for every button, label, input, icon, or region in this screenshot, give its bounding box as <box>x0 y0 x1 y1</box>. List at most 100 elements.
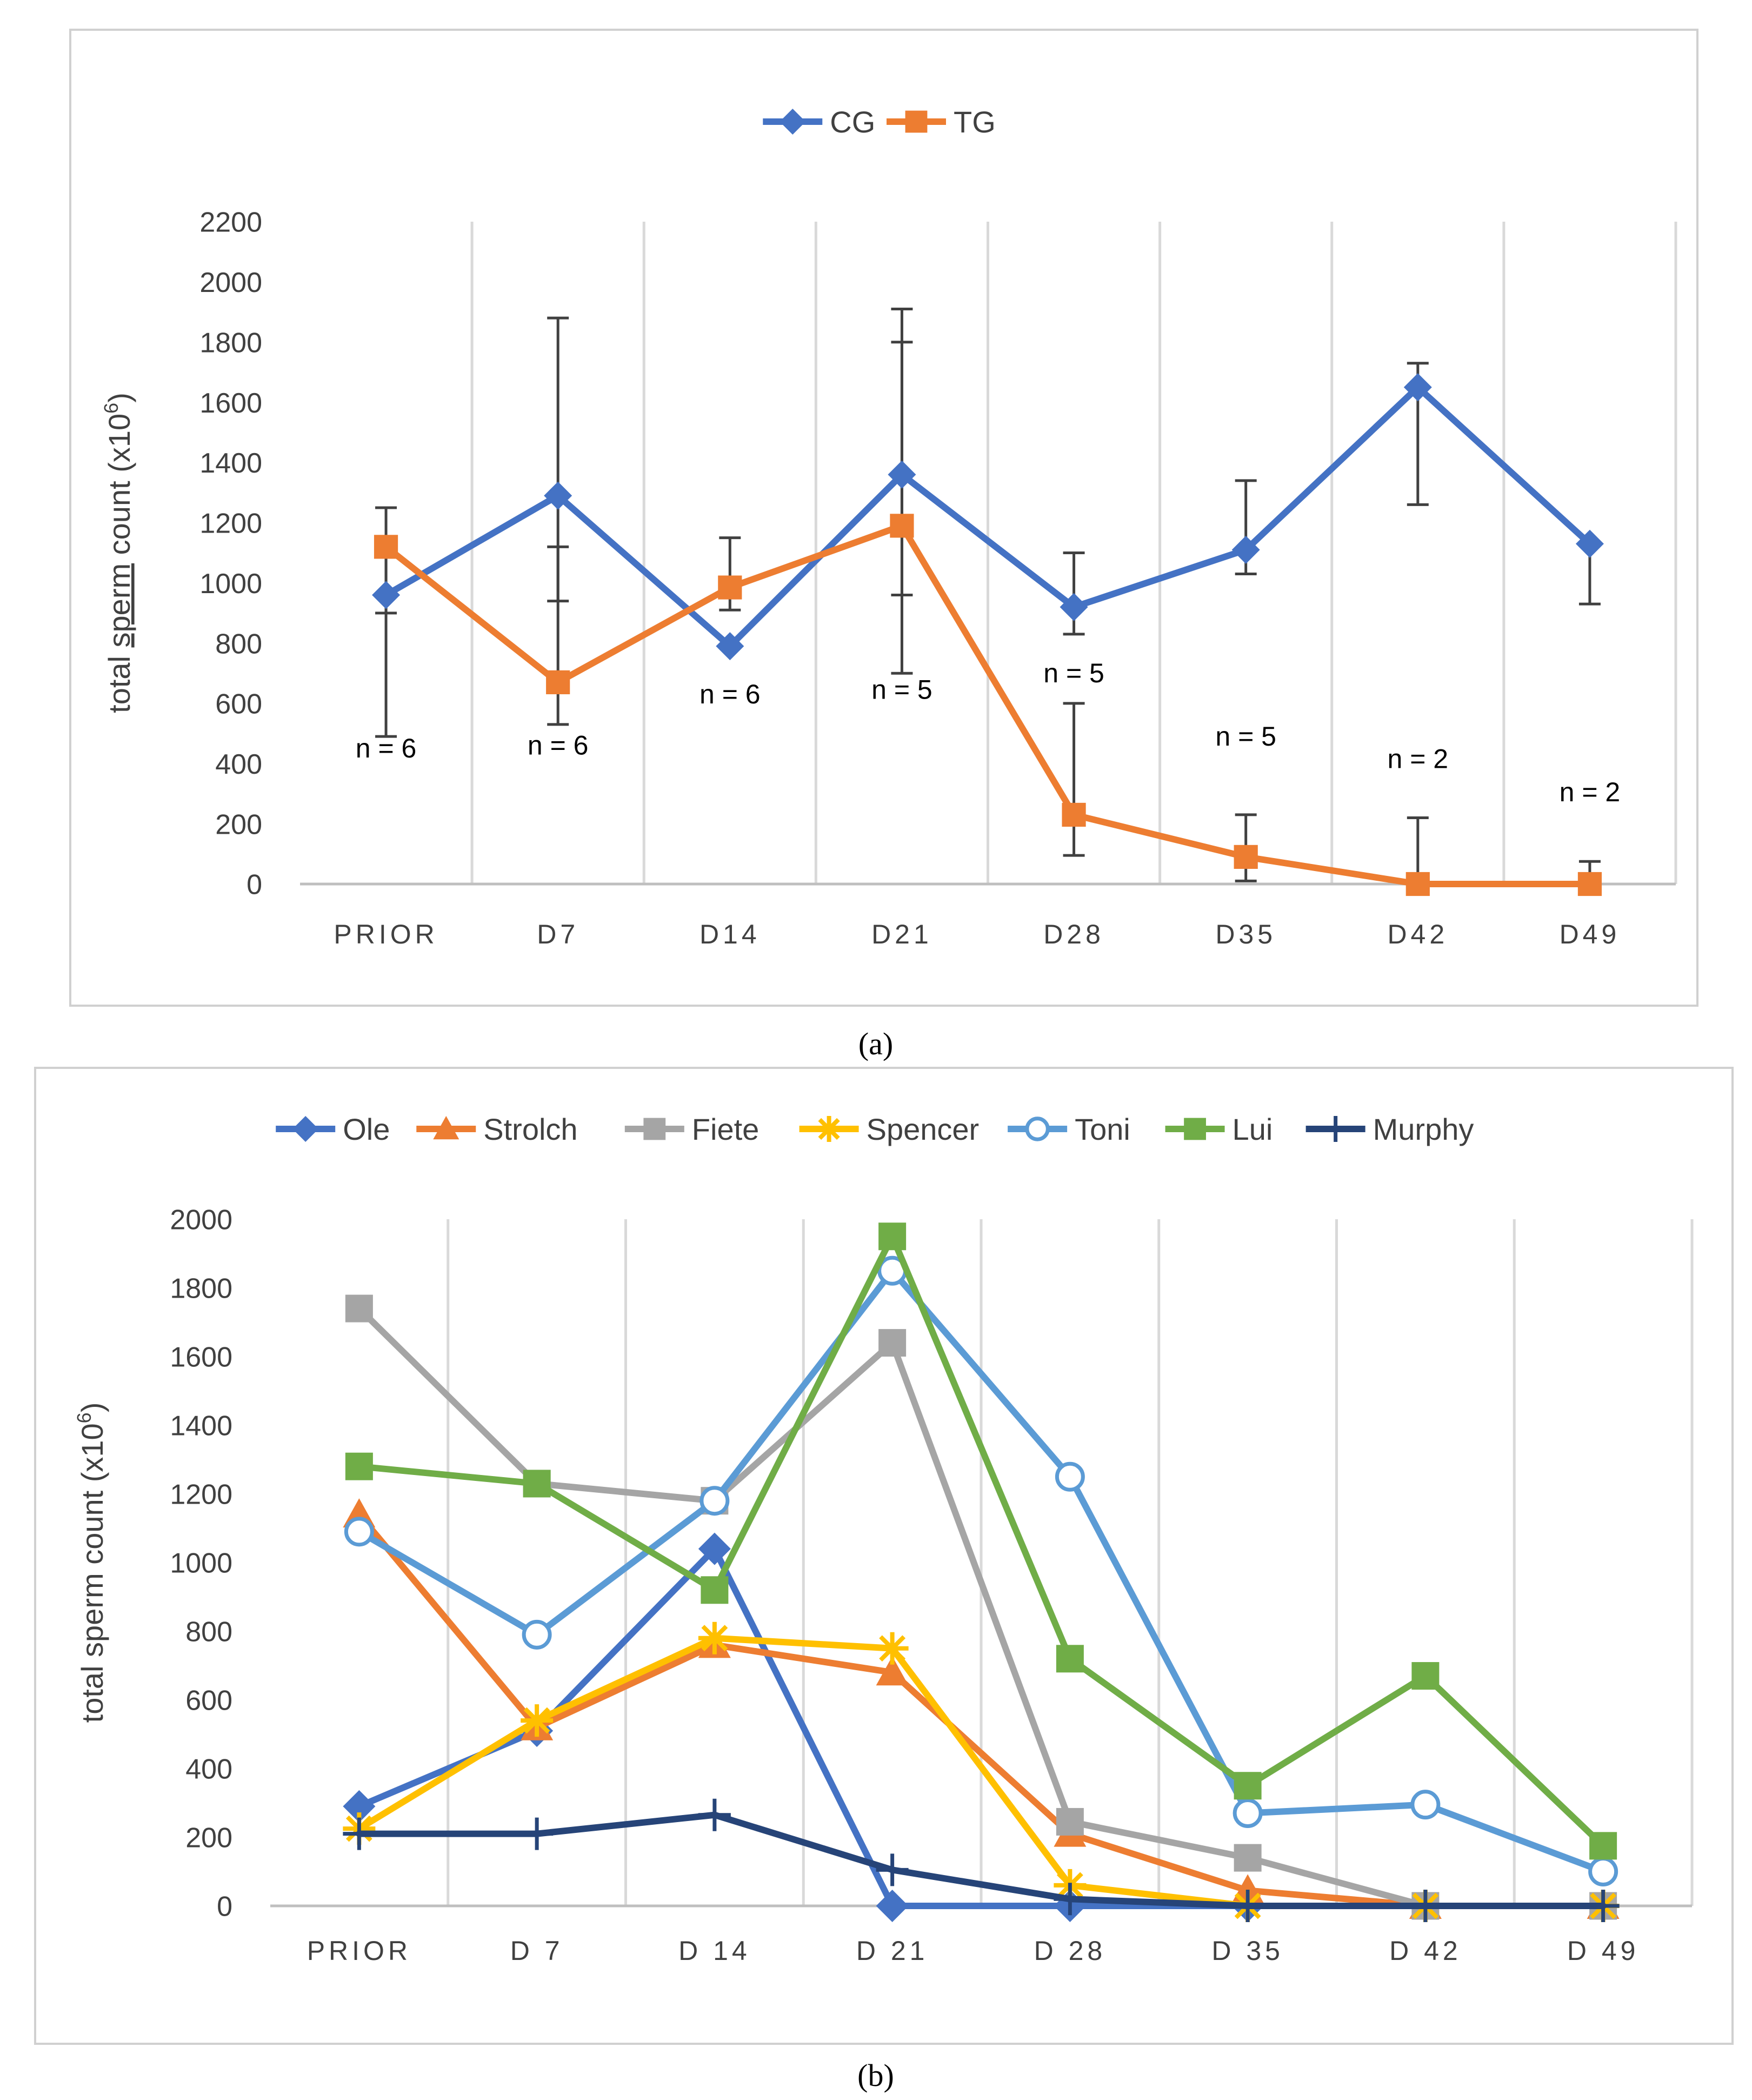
x-tick-label: D21 <box>871 919 932 949</box>
y-tick-label: 400 <box>215 749 262 780</box>
y-tick-label: 1800 <box>199 327 262 358</box>
grid-lines <box>447 1219 1694 1906</box>
legend-marker <box>643 1118 666 1140</box>
data-point <box>876 1890 909 1922</box>
data-point <box>345 1294 373 1323</box>
legend: Ole Strolch Fiete Spencer Toni Lui Murphy <box>276 1112 1474 1146</box>
data-point <box>1234 1772 1262 1800</box>
data-point <box>876 1656 909 1686</box>
panel-b-frame <box>34 1067 1734 2045</box>
legend-marker <box>1025 1117 1050 1141</box>
chart-b: 0 200 400 600 800 1000 1200 1400 1600 1800 2000 PRI… <box>73 1112 1694 1966</box>
y-tick-label: 1400 <box>199 448 262 479</box>
y-tick-labels: 0 200 400 600 800 1000 1200 1400 1600 1800 2000 220… <box>199 207 262 901</box>
data-point <box>890 514 914 538</box>
y-tick-label: 600 <box>215 689 262 720</box>
series-tg <box>374 514 1602 896</box>
data-point <box>343 1790 376 1823</box>
data-point <box>546 670 570 695</box>
series-lui <box>345 1222 1617 1860</box>
legend-label: Toni <box>1075 1112 1130 1146</box>
x-tick-label: D 14 <box>678 1936 751 1966</box>
y-tick-label: 800 <box>185 1617 232 1648</box>
data-point <box>716 632 744 661</box>
data-point <box>878 1329 907 1357</box>
x-tick-label: D 21 <box>856 1936 929 1966</box>
data-point <box>888 460 916 489</box>
n-annotation: n = 6 <box>356 733 417 763</box>
series-line <box>383 384 1593 650</box>
y-tick-label: 200 <box>185 1823 232 1854</box>
legend-marker <box>433 1116 459 1140</box>
legend-marker <box>780 109 806 135</box>
data-point <box>1409 1890 1442 1922</box>
data-point <box>345 1452 373 1480</box>
y-tick-label: 1000 <box>170 1548 232 1579</box>
legend-label: Spencer <box>867 1112 980 1146</box>
n-annotation: n = 2 <box>1388 744 1449 774</box>
y-tick-label: 600 <box>185 1685 232 1717</box>
series-line <box>356 1305 1607 1909</box>
legend-item-spencer: Spencer <box>799 1112 980 1146</box>
data-point <box>523 1470 551 1498</box>
x-tick-label: PRIOR <box>307 1936 411 1966</box>
annotations: n = 6 n = 6 n = 6 n = 5 n = 5 n = 5 n = 2 n = 2 <box>356 658 1620 807</box>
legend-item-cg: CG <box>763 105 875 139</box>
legend-label: Fiete <box>692 1112 760 1146</box>
data-point <box>521 1817 554 1850</box>
legend-marker <box>905 110 928 133</box>
y-tick-label: 1000 <box>199 568 262 600</box>
legend-item-strolch: Strolch <box>416 1112 578 1146</box>
y-tick-label: 1400 <box>170 1411 232 1442</box>
data-point <box>1577 872 1602 896</box>
panel-a-frame <box>69 29 1698 1007</box>
x-tick-label: D35 <box>1215 919 1276 949</box>
legend-label: CG <box>830 105 875 139</box>
series-line <box>356 1811 1607 1909</box>
data-point <box>343 1817 376 1850</box>
x-tick-label: D 35 <box>1211 1936 1284 1966</box>
data-point <box>1588 1857 1618 1886</box>
data-point <box>698 1621 731 1654</box>
data-point <box>1231 535 1260 564</box>
data-point <box>698 1798 731 1831</box>
data-point <box>1234 1844 1262 1872</box>
legend-item-toni: Toni <box>1008 1112 1130 1146</box>
x-tick-label: D49 <box>1560 919 1621 949</box>
legend-marker <box>292 1116 319 1142</box>
y-tick-label: 0 <box>217 1891 232 1923</box>
data-point <box>372 581 401 609</box>
x-tick-label: D14 <box>700 919 761 949</box>
y-tick-label: 1200 <box>199 508 262 540</box>
x-tick-label: D 42 <box>1389 1936 1462 1966</box>
legend-marker <box>816 1116 842 1142</box>
data-point <box>1060 593 1088 621</box>
data-point <box>1062 802 1086 827</box>
y-tick-label: 1800 <box>170 1273 232 1305</box>
caption-a: (a) <box>858 1026 893 1061</box>
data-point <box>1056 1807 1084 1836</box>
series-toni <box>344 1255 1618 1886</box>
legend-label: Murphy <box>1373 1112 1474 1146</box>
y-tick-label: 1600 <box>170 1342 232 1373</box>
n-annotation: n = 6 <box>528 730 589 761</box>
legend: CG TG <box>763 105 996 139</box>
legend-item-lui: Lui <box>1165 1112 1273 1146</box>
legend-label: Strolch <box>483 1112 577 1146</box>
series-cg <box>372 373 1604 661</box>
data-point <box>700 1486 730 1516</box>
n-annotation: n = 5 <box>1215 721 1276 752</box>
x-tick-label: D7 <box>537 919 579 949</box>
x-tick-label: D 49 <box>1567 1936 1640 1966</box>
data-point <box>1233 1798 1263 1829</box>
legend-label: TG <box>954 105 996 139</box>
data-point <box>1231 1890 1264 1922</box>
y-tick-labels: 0 200 400 600 800 1000 1200 1400 1600 1800 2000 <box>170 1205 232 1923</box>
legend-item-fiete: Fiete <box>624 1112 760 1146</box>
data-point <box>374 535 398 559</box>
x-tick-label: D 7 <box>510 1936 564 1966</box>
y-tick-label: 2000 <box>170 1205 232 1236</box>
x-tick-label: D28 <box>1043 919 1104 949</box>
data-point <box>522 1619 552 1650</box>
